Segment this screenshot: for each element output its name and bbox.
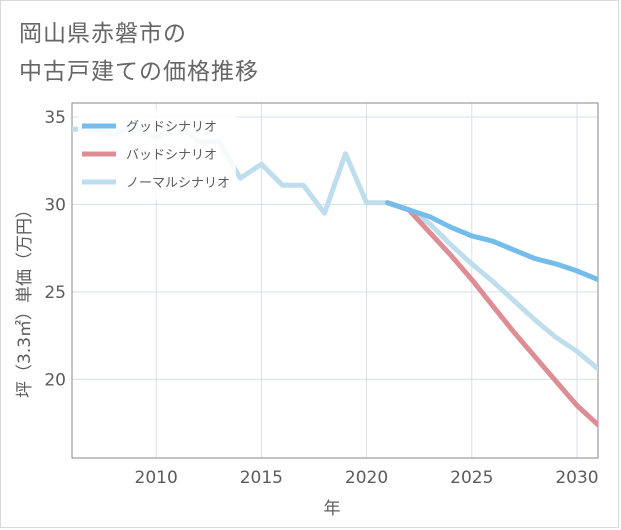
series-line-bad (385, 200, 598, 428)
y-tick-label-30: 30 (44, 195, 66, 215)
y-axis-label: 坪（3.3㎡）単価（万円） (15, 201, 35, 398)
y-tick-label-20: 20 (44, 370, 66, 390)
y-tick-label-35: 35 (44, 108, 66, 128)
x-tick-label-2020: 2020 (345, 468, 388, 488)
legend-label-normal: ノーマルシナリオ (126, 176, 230, 191)
chart-title-line-1: 岡山県赤磐市の (19, 21, 187, 47)
y-tick-label-25: 25 (44, 283, 66, 303)
x-axis-label: 年 (324, 499, 341, 519)
x-tick-label-2015: 2015 (240, 468, 283, 488)
x-tick-label-2010: 2010 (135, 468, 178, 488)
legend-label-bad: バッドシナリオ (126, 148, 217, 163)
chart-title: 岡山県赤磐市の 中古戸建ての価格推移 (19, 15, 259, 91)
x-tick-label-2030: 2030 (555, 468, 598, 488)
chart-title-line-2: 中古戸建ての価格推移 (19, 59, 259, 85)
legend-label-good: グッドシナリオ (126, 120, 217, 135)
series-line-good (385, 200, 598, 283)
x-tick-label-2025: 2025 (450, 468, 493, 488)
